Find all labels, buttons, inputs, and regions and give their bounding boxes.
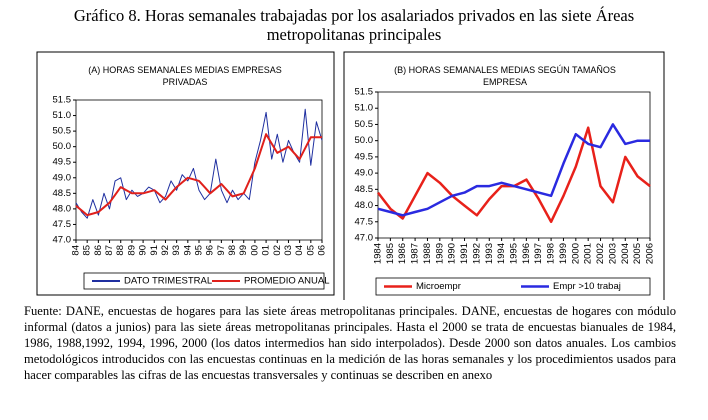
plot-frame [377, 91, 651, 239]
x-tick-label: 1996 [521, 243, 532, 264]
y-tick-label: 51.5 [355, 87, 374, 98]
x-tick-label: 91 [149, 245, 160, 256]
x-tick-label: 1991 [459, 243, 470, 264]
series-line [377, 126, 651, 224]
y-tick-label: 50.5 [355, 119, 374, 130]
y-tick-label: 48.5 [53, 188, 72, 199]
y-tick-label: 49.0 [355, 168, 374, 179]
series-line [377, 123, 650, 217]
x-tick-label: 1992 [471, 243, 482, 264]
y-tick-label: 50.5 [53, 126, 72, 137]
legend-label: Empr >10 trabaj [553, 281, 621, 292]
x-tick-label: 00 [249, 245, 260, 256]
y-tick-label: 50.0 [53, 141, 72, 152]
y-tick-label: 49.5 [53, 157, 72, 168]
legend-box [83, 272, 325, 290]
x-tick-label: 1995 [509, 243, 520, 264]
chart-a-title: (A) HORAS SEMANALES MEDIAS EMPRESAS PRIV… [88, 65, 282, 87]
x-tick-label: 93 [171, 245, 182, 256]
x-tick-label: 86 [93, 245, 104, 256]
x-tick-label: 89 [126, 245, 137, 256]
x-tick-label: 1984 [373, 243, 384, 264]
y-tick-label: 48.0 [355, 200, 374, 211]
x-tick-label: 95 [194, 245, 205, 256]
x-tick-label: 1985 [385, 243, 396, 264]
x-tick-label: 06 [317, 245, 328, 256]
y-tick-label: 48.5 [355, 184, 374, 195]
x-tick-label: 99 [238, 245, 249, 256]
y-tick-label: 51.0 [53, 110, 72, 121]
x-tick-label: 85 [82, 245, 93, 256]
legend-label: Microempr [416, 281, 461, 292]
series-line [75, 133, 322, 217]
x-tick-label: 1999 [558, 243, 569, 264]
x-tick-label: 1993 [484, 243, 495, 264]
x-tick-label: 92 [160, 245, 171, 256]
panel-a [36, 51, 335, 296]
y-tick-label: 51.5 [53, 95, 72, 106]
x-tick-label: 1998 [546, 243, 557, 264]
charts: 47.0 47.5 48.0 48.5 49.0 49.5 50.0 50.5 51.0 51.5… [36, 51, 665, 300]
x-tick-label: 1989 [434, 243, 445, 264]
legend-label: DATO TRIMESTRAL [124, 276, 212, 287]
x-tick-label: 2000 [570, 243, 581, 264]
legend-box [375, 277, 651, 296]
x-tick-label: 97 [216, 245, 227, 256]
source-note: Fuente: DANE, encuestas de hogares para … [24, 304, 676, 382]
x-tick-label: 2002 [595, 243, 606, 264]
x-tick-label: 1990 [447, 243, 458, 264]
x-tick-label: 04 [294, 245, 305, 256]
x-tick-label: 02 [272, 245, 283, 256]
x-tick-label: 1994 [496, 243, 507, 264]
x-tick-label: 84 [71, 245, 82, 256]
plot-frame [75, 99, 323, 241]
x-tick-label: 05 [305, 245, 316, 256]
y-tick-label: 49.0 [53, 172, 72, 183]
y-tick-label: 47.5 [53, 219, 72, 230]
panel-b [343, 51, 665, 300]
y-tick-label: 47.0 [355, 233, 374, 244]
y-tick-label: 48.0 [53, 203, 72, 214]
x-tick-label: 01 [261, 245, 272, 256]
y-tick-label: 50.0 [355, 135, 374, 146]
x-tick-label: 2003 [607, 243, 618, 264]
figure-title: Gráfico 8. Horas semanales trabajadas po… [73, 6, 635, 44]
y-tick-label: 47.5 [355, 216, 374, 227]
x-tick-label: 90 [138, 245, 149, 256]
x-tick-label: 2001 [583, 243, 594, 264]
x-tick-label: 2005 [632, 243, 643, 264]
chart-b-title: (B) HORAS SEMANALES MEDIAS SEGÚN TAMAÑOS… [394, 65, 616, 87]
x-tick-label: 2004 [620, 243, 631, 264]
x-tick-label: 1997 [533, 243, 544, 264]
x-tick-label: 1986 [397, 243, 408, 264]
y-tick-label: 51.0 [355, 103, 374, 114]
x-tick-label: 98 [227, 245, 238, 256]
y-tick-label: 47.0 [53, 235, 72, 246]
x-tick-label: 94 [182, 245, 193, 256]
x-tick-label: 96 [205, 245, 216, 256]
x-tick-label: 87 [104, 245, 115, 256]
x-tick-label: 1988 [422, 243, 433, 264]
y-tick-label: 49.5 [355, 151, 374, 162]
x-tick-label: 2006 [645, 243, 656, 264]
x-tick-label: 1987 [410, 243, 421, 264]
legend-label: PROMEDIO ANUAL [244, 276, 330, 287]
x-tick-label: 88 [115, 245, 126, 256]
x-tick-label: 03 [283, 245, 294, 256]
series-line [75, 108, 323, 219]
